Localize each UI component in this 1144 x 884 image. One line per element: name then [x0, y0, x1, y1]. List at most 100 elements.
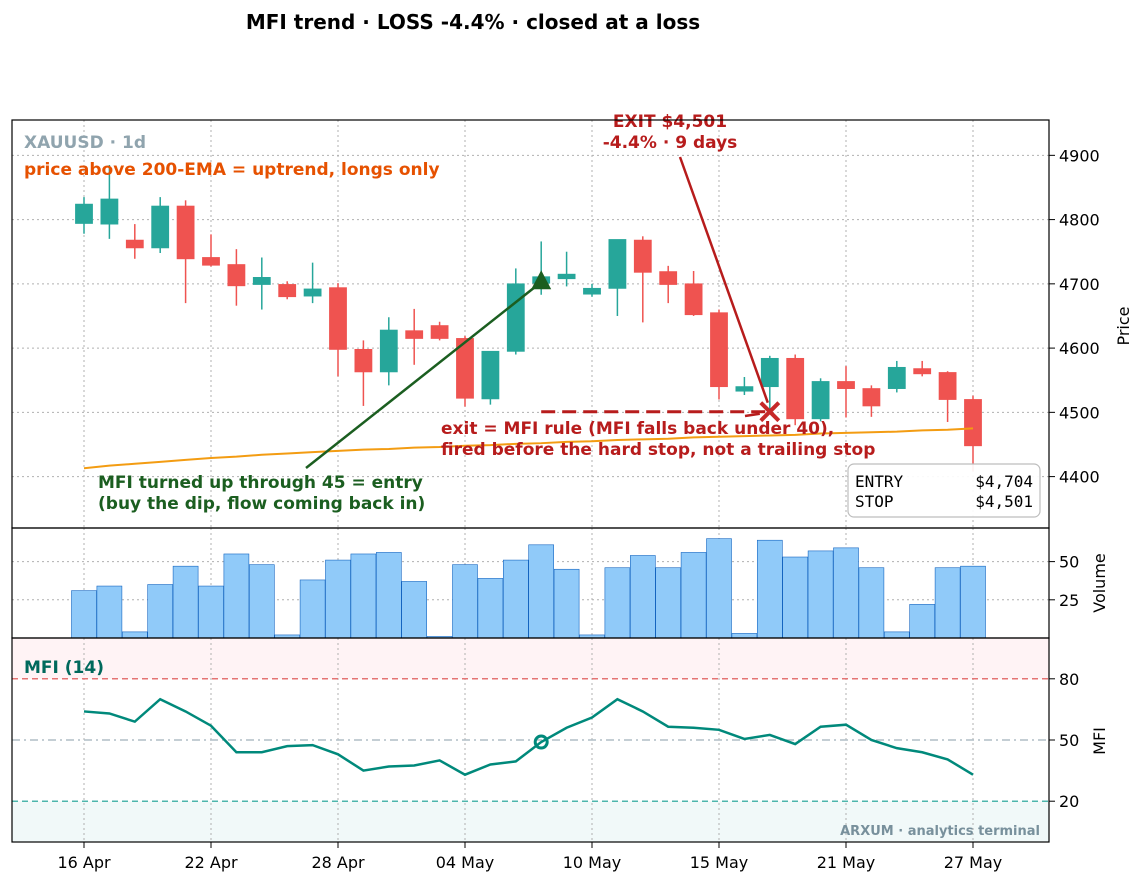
symbol-label: XAUUSD · 1d [24, 133, 146, 153]
ema-200-line [83, 427, 974, 470]
candle-body [405, 330, 424, 339]
mfi-guide-lines [12, 678, 1049, 802]
volume-bar [502, 559, 529, 639]
exit-x-stroke [759, 401, 781, 423]
info-entry-label: ENTRY [855, 472, 904, 491]
candle-body [608, 239, 627, 289]
axis-ticks: 4400 4500 4600 4700 4800 4900 25 50 20 50 80 16 Apr… [57, 146, 1099, 872]
mfi-overbought-zone [12, 638, 1049, 679]
candle-body [837, 381, 855, 389]
candle-body [913, 368, 932, 375]
candle [710, 309, 728, 400]
price-tick-label: 4800 [1059, 211, 1100, 230]
mfi-tick-label: 50 [1059, 731, 1079, 750]
candle [430, 321, 449, 341]
volume-bar [655, 567, 682, 639]
candle-body [811, 381, 830, 420]
volume-bar [731, 633, 758, 639]
volume-bar [375, 552, 402, 639]
candle-body [964, 399, 982, 447]
price-axis-label: Price [1114, 306, 1133, 345]
price-tick-label: 4400 [1059, 468, 1100, 487]
date-tick-label: 16 Apr [57, 853, 111, 872]
trade-info-box: ENTRY $4,704 STOP $4,501 [847, 463, 1041, 518]
volume-bar [147, 584, 173, 639]
exit-label-line-2: -4.4% · 9 days [603, 133, 738, 153]
volume-axis-label: Volume [1090, 553, 1109, 613]
candle [227, 249, 246, 306]
volume-bar [807, 550, 834, 639]
candle-body [659, 271, 678, 285]
exit-marker [759, 401, 781, 423]
candle [278, 281, 297, 300]
date-tick-label: 04 May [436, 853, 495, 872]
candle-body [456, 338, 474, 399]
trend-note: price above 200-EMA = uptrend, longs onl… [24, 160, 440, 180]
mfi-cross-marker [533, 734, 549, 750]
candle-body [887, 366, 906, 389]
date-tick-label: 15 May [690, 853, 749, 872]
candles [75, 164, 982, 472]
candle [964, 395, 982, 472]
candle [456, 335, 474, 407]
entry-note-line-1: MFI turned up through 45 = entry [98, 473, 423, 493]
candle-body [151, 205, 170, 249]
candle-body [354, 348, 373, 373]
candle-body [862, 388, 881, 407]
candle-body [710, 312, 728, 388]
candle [329, 283, 347, 377]
candle [176, 200, 195, 304]
candle-body [379, 329, 398, 373]
volume-bar [223, 553, 250, 639]
candle-body [506, 283, 525, 352]
volume-bar [401, 581, 428, 639]
exit-arrow [678, 156, 769, 404]
volume-bars [71, 538, 986, 639]
volume-bar [680, 552, 707, 639]
exit-rule-line-2: fired before the hard stop, not a traili… [441, 440, 875, 460]
mfi-panel-frame [11, 637, 1050, 843]
candle [684, 270, 703, 316]
candle [938, 371, 957, 422]
info-entry-value: $4,704 [975, 472, 1033, 491]
candle-body [227, 264, 246, 287]
candle-body [684, 283, 703, 316]
price-tick-label: 4600 [1059, 339, 1100, 358]
volume-bar [528, 544, 555, 639]
mfi-tick-label: 20 [1059, 792, 1079, 811]
info-stop-label: STOP [855, 492, 894, 511]
info-stop-value: $4,501 [975, 492, 1033, 511]
candle [735, 377, 754, 395]
candle-body [303, 288, 322, 297]
volume-bar [172, 565, 199, 639]
candle [202, 234, 220, 267]
candle [75, 197, 93, 234]
candle [303, 262, 322, 304]
candle [837, 366, 855, 418]
candle [151, 197, 170, 254]
candle [583, 283, 601, 297]
volume-tick-label: 50 [1059, 553, 1079, 572]
candle-body [125, 239, 144, 249]
candle-body [557, 273, 576, 280]
candle [633, 236, 652, 323]
entry-marker [531, 270, 552, 290]
volume-bar [604, 567, 631, 639]
volume-bar [858, 567, 885, 639]
candle-body [430, 325, 449, 339]
candle-body [786, 357, 805, 420]
candle [786, 354, 805, 426]
entry-arrow [305, 284, 538, 469]
date-tick-label: 27 May [944, 853, 1003, 872]
volume-bar [299, 579, 326, 639]
volume-bar [706, 538, 732, 639]
volume-bar [96, 585, 123, 639]
price-tick-label: 4900 [1059, 146, 1100, 165]
volume-bar [756, 539, 783, 639]
candle [608, 239, 627, 316]
volume-bar [934, 567, 961, 639]
date-tick-label: 10 May [563, 853, 622, 872]
volume-bar [833, 547, 859, 639]
volume-bar [122, 631, 148, 639]
